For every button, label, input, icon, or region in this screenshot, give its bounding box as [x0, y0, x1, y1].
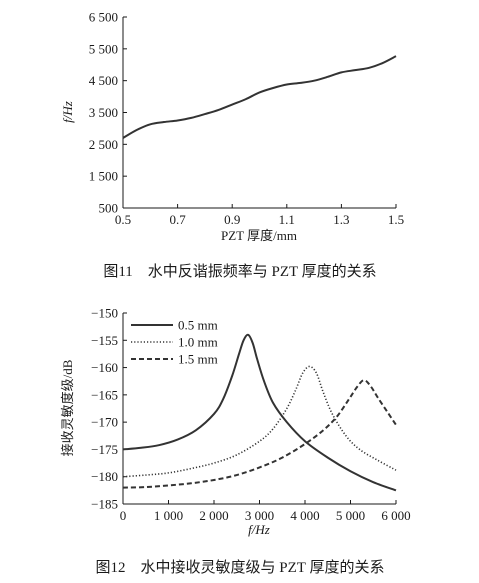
y-tick-label: 1 500 [89, 169, 118, 184]
chart11-series [122, 55, 397, 139]
chart12-x-ticks: 0 1 000 2 000 3 000 4 000 5 000 6 000 [120, 500, 411, 523]
x-tick-label: 4 000 [290, 508, 319, 523]
x-tick-label: 0.7 [169, 212, 186, 227]
y-tick-label: 500 [99, 201, 119, 216]
y-tick-label: −170 [91, 415, 118, 430]
chart-11: 0.5 0.7 0.9 1.1 1.3 1.5 500 1 500 2 500 3 500 4 5… [60, 10, 404, 281]
y-tick-label: −185 [91, 497, 118, 512]
x-tick-label: 1 000 [154, 508, 183, 523]
legend-label: 1.0 mm [178, 335, 218, 350]
y-tick-label: −160 [91, 360, 118, 375]
series-line-1-0-mm [122, 365, 397, 478]
y-tick-label: 6 500 [89, 10, 118, 25]
x-tick-label: 1.1 [279, 212, 295, 227]
y-tick-label: −165 [91, 387, 118, 402]
y-tick-label: −175 [91, 442, 118, 457]
legend-label: 0.5 mm [178, 318, 218, 333]
y-tick-label: −180 [91, 469, 118, 484]
chart11-y-ticks: 500 1 500 2 500 3 500 4 500 5 500 6 500 [89, 10, 127, 216]
y-tick-label: −155 [91, 333, 118, 348]
x-tick-label: 0.5 [115, 212, 131, 227]
chart11-y-label: f/Hz [60, 101, 75, 123]
chart12-y-ticks: −150 −155 −160 −165 −170 −175 −180 −185 [91, 306, 127, 512]
y-tick-label: 4 500 [89, 73, 118, 88]
x-tick-label: 1.3 [333, 212, 349, 227]
y-tick-label: 5 500 [89, 41, 118, 56]
chart12-legend: 0.5 mm 1.0 mm 1.5 mm [131, 318, 218, 367]
chart11-x-ticks: 0.5 0.7 0.9 1.1 1.3 1.5 [115, 204, 404, 227]
x-tick-label: 1.5 [388, 212, 404, 227]
legend-label: 1.5 mm [178, 352, 218, 367]
chart11-x-label: PZT 厚度/mm [221, 228, 297, 243]
chart12-series [122, 333, 397, 492]
series-line-1-5-mm [122, 379, 397, 489]
chart12-x-label: f/Hz [248, 522, 270, 537]
x-tick-label: 2 000 [199, 508, 228, 523]
series-line [122, 55, 397, 139]
chart12-y-label: 接收灵敏度级/dB [60, 359, 75, 456]
x-tick-label: 6 000 [381, 508, 410, 523]
y-tick-label: −150 [91, 306, 118, 321]
y-tick-label: 3 500 [89, 105, 118, 120]
x-tick-label: 5 000 [336, 508, 365, 523]
series-line-0-5-mm [122, 333, 397, 492]
chart12-caption: 图12 水中接收灵敏度级与 PZT 厚度的关系 [96, 559, 385, 576]
x-tick-label: 0.9 [224, 212, 240, 227]
x-tick-label: 0 [120, 508, 127, 523]
chart-12: 0 1 000 2 000 3 000 4 000 5 000 6 000 −150 −155… [60, 306, 411, 577]
chart11-caption: 图11 水中反谐振频率与 PZT 厚度的关系 [103, 263, 376, 280]
x-tick-label: 3 000 [245, 508, 274, 523]
y-tick-label: 2 500 [89, 137, 118, 152]
